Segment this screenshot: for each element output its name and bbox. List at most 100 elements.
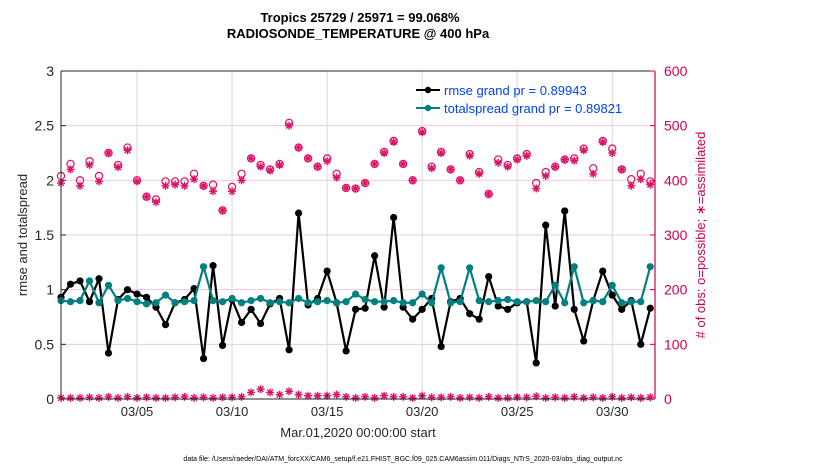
obs-low-point [465, 393, 474, 402]
totalspread-point [85, 277, 94, 285]
totalspread-point [142, 300, 151, 308]
obs-assimilated-point [95, 177, 104, 186]
rmse-point [551, 302, 559, 310]
rmse-point [85, 298, 94, 306]
totalspread-point [561, 299, 569, 307]
totalspread-point [266, 299, 274, 307]
series-obs_assimilated [57, 121, 655, 215]
obs-low-point [152, 393, 161, 402]
obs-low-point [361, 392, 370, 401]
totalspread-point [409, 299, 417, 307]
rmse-point [342, 347, 350, 355]
totalspread-point [523, 298, 531, 306]
rmse-point [494, 302, 502, 310]
y-tick-label-left: 0.5 [35, 336, 55, 352]
obs-assimilated-point [323, 157, 332, 166]
rmse-point [561, 207, 569, 215]
rmse-point [570, 305, 578, 313]
obs-low-point [551, 393, 560, 402]
totalspread-point [608, 281, 616, 289]
obs-assimilated-point [66, 165, 75, 174]
obs-assimilated-point [560, 155, 569, 164]
totalspread-point [161, 291, 170, 299]
totalspread-point [542, 298, 550, 306]
totalspread-point [646, 263, 654, 271]
totalspread-point [114, 297, 122, 305]
totalspread-point [551, 281, 559, 289]
obs-assimilated-point [513, 155, 522, 164]
y-tick-label-left: 2 [46, 172, 54, 188]
obs-low-point [541, 393, 550, 402]
obs-possible-point [208, 180, 218, 189]
obs-assimilated-point [437, 149, 446, 157]
totalspread-point [570, 263, 578, 271]
obs-low-point [76, 393, 85, 402]
obs-assimilated-point [275, 161, 284, 170]
obs-low-point [199, 393, 208, 402]
rmse-point [323, 267, 331, 275]
totalspread-point [123, 294, 132, 303]
data-file-footnote: data file: /Users/raeder/DAI/ATM_forcXX/… [183, 456, 623, 463]
obs-assimilated-point [494, 158, 503, 167]
y-axis-label-right: # of obs: o=possible; ∗=assimilated [693, 132, 708, 339]
rmse-point [142, 293, 151, 301]
obs-low-point [579, 393, 588, 402]
obs-low-point [532, 392, 541, 401]
totalspread-point [218, 298, 227, 306]
totalspread-point [333, 299, 341, 307]
obs-assimilated-point [446, 165, 455, 174]
rmse-point [209, 262, 217, 270]
rmse-point [104, 349, 113, 357]
grid [61, 71, 655, 399]
obs-low-point [190, 393, 199, 402]
obs-low-point [66, 393, 75, 402]
obs-low-point [285, 387, 294, 396]
obs-low-point [256, 385, 265, 394]
obs-assimilated-point [266, 166, 275, 175]
totalspread-point [352, 290, 360, 298]
totalspread-point [247, 297, 255, 305]
obs-low-point [484, 392, 493, 401]
obs-assimilated-point [380, 149, 389, 157]
totalspread-point [171, 299, 179, 307]
obs-low-point [218, 393, 227, 402]
obs-low-point [142, 393, 151, 402]
obs-assimilated-point [475, 169, 484, 178]
obs-low-point [560, 393, 569, 402]
totalspread-point [627, 298, 635, 306]
obs-low-point [627, 393, 636, 402]
rmse-point [285, 346, 293, 354]
obs-low-point [399, 392, 408, 401]
obs-low-point [104, 392, 113, 401]
totalspread-point [295, 294, 303, 303]
totalspread-point [66, 298, 75, 306]
obs-assimilated-point [256, 162, 265, 171]
rmse-point [637, 340, 645, 348]
rmse-point [95, 275, 103, 283]
x-tick-label: 03/25 [501, 404, 534, 419]
rmse-point [599, 267, 607, 275]
obs-assimilated-point [199, 181, 208, 190]
obs-low-point [95, 393, 104, 402]
obs-low-point [266, 388, 275, 397]
rmse-point [418, 305, 426, 313]
obs-low-point [427, 393, 436, 402]
totalspread-point [228, 294, 236, 303]
obs-low-point [475, 393, 484, 402]
y-tick-label-right: 600 [664, 63, 688, 79]
totalspread-point [618, 299, 626, 307]
totalspread-point [314, 298, 322, 306]
rmse-point [247, 305, 255, 313]
rmse-point [485, 272, 493, 281]
obs-assimilated-point [85, 161, 94, 170]
totalspread-point [504, 295, 512, 304]
legend-marker-totalspread [424, 104, 432, 112]
obs-assimilated-point [228, 187, 237, 196]
obs-assimilated-point [104, 149, 113, 157]
rmse-point [352, 305, 360, 313]
totalspread-point [104, 281, 113, 289]
totalspread-point [190, 297, 198, 305]
obs-low-point [370, 393, 379, 402]
y-tick-label-right: 400 [664, 172, 688, 188]
